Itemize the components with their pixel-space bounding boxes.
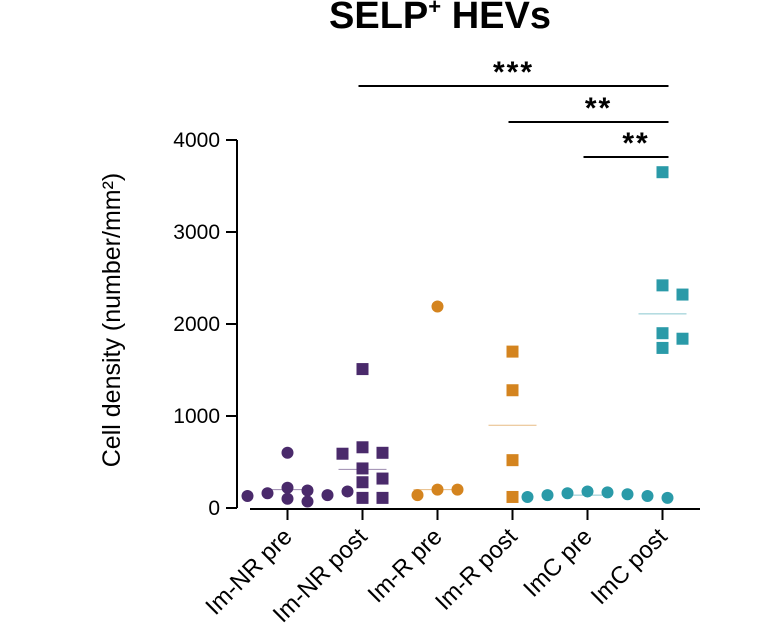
- data-point: [451, 483, 464, 496]
- data-point: [301, 495, 314, 508]
- data-point: [341, 485, 354, 498]
- data-point: [376, 472, 389, 485]
- data-point: [676, 288, 689, 301]
- y-tick-label: 3000: [173, 221, 220, 244]
- data-point: [356, 476, 369, 489]
- chart-title: SELP+ HEVs: [329, 0, 551, 37]
- data-point: [601, 486, 614, 499]
- x-tick-label: ImC post: [586, 523, 673, 610]
- significance-brackets: *******: [358, 56, 669, 160]
- y-tick-label: 0: [208, 497, 220, 520]
- data-point: [641, 490, 654, 503]
- data-point: [376, 446, 389, 459]
- data-point: [281, 492, 294, 505]
- mean-lines: [263, 313, 687, 496]
- data-point: [676, 332, 689, 345]
- x-tick-label: Im-R post: [430, 523, 523, 616]
- data-point: [336, 447, 349, 460]
- data-point: [281, 481, 294, 494]
- data-point: [541, 489, 554, 502]
- y-tick-label: 4000: [173, 129, 220, 152]
- data-point: [261, 487, 274, 500]
- data-point: [241, 490, 254, 503]
- data-point: [431, 483, 444, 496]
- chart-title-suffix: HEVs: [441, 0, 551, 37]
- y-tick-label: 1000: [173, 405, 220, 428]
- significance-label: ***: [493, 56, 534, 89]
- data-point: [376, 491, 389, 504]
- data-point: [506, 454, 519, 467]
- data-point: [356, 491, 369, 504]
- data-point: [561, 487, 574, 500]
- y-ticks: 0 1000 2000 3000 4000: [173, 129, 237, 520]
- data-point: [281, 446, 294, 459]
- data-point: [356, 462, 369, 475]
- data-point: [356, 363, 369, 376]
- significance-label: **: [622, 127, 649, 160]
- data-point: [521, 490, 534, 503]
- data-point: [431, 300, 444, 313]
- y-tick-label: 2000: [173, 313, 220, 336]
- data-point: [411, 489, 424, 502]
- data-point: [321, 489, 334, 502]
- data-points: [241, 166, 689, 508]
- data-point: [301, 484, 314, 497]
- data-point: [656, 166, 669, 179]
- y-axis-label: Cell density (number/mm²): [98, 173, 126, 468]
- data-point: [581, 485, 594, 498]
- axes: [236, 140, 700, 510]
- data-point: [356, 441, 369, 454]
- data-point: [506, 490, 519, 503]
- significance-label: **: [585, 92, 612, 125]
- data-point: [656, 341, 669, 354]
- data-point: [656, 279, 669, 292]
- data-point: [506, 384, 519, 397]
- data-point: [621, 488, 634, 501]
- data-point: [506, 345, 519, 358]
- data-point: [661, 491, 674, 504]
- chart-title-main: SELP: [329, 0, 428, 37]
- chart-title-superscript: +: [428, 0, 441, 19]
- data-point: [656, 327, 669, 340]
